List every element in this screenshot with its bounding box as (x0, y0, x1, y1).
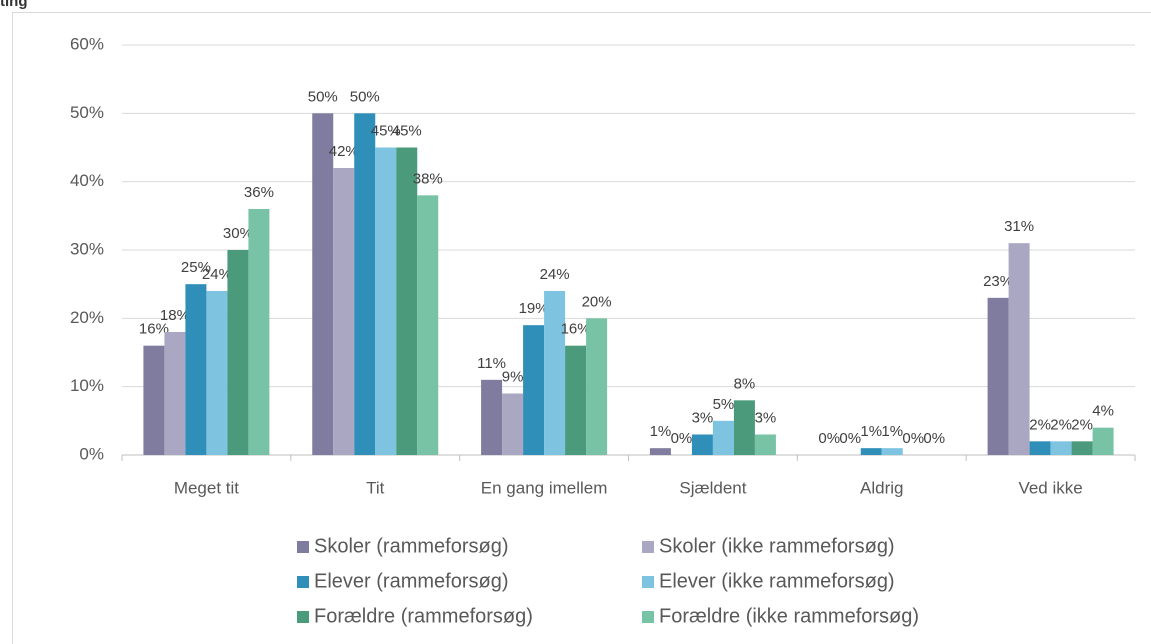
data-label: 30% (223, 225, 253, 242)
data-label: 19% (519, 300, 549, 317)
data-label: 16% (561, 321, 591, 338)
legend-swatch (642, 611, 654, 623)
data-label: 1% (650, 423, 672, 440)
bar (1071, 441, 1093, 455)
y-tick-label: 30% (70, 239, 104, 258)
bar (754, 434, 776, 455)
data-label: 31% (1004, 218, 1034, 235)
data-label: 2% (1050, 416, 1072, 433)
data-label: 45% (371, 122, 401, 139)
bar (544, 291, 566, 455)
x-tick-label: En gang imellem (481, 478, 608, 497)
data-label: 0% (839, 430, 861, 447)
bar (375, 147, 397, 455)
legend-label: Forældre (rammeforsøg) (314, 605, 533, 627)
y-tick-label: 20% (70, 308, 104, 327)
data-label: 0% (902, 430, 924, 447)
legend-swatch (642, 541, 654, 553)
legend-swatch (642, 576, 654, 588)
x-tick-label: Ved ikke (1018, 478, 1082, 497)
bar (417, 195, 439, 456)
legend-label: Elever (ikke rammeforsøg) (659, 570, 895, 592)
bar (1008, 243, 1030, 455)
bar (333, 168, 355, 455)
bar (860, 448, 882, 455)
y-tick-label: 50% (70, 103, 104, 122)
bar (206, 291, 228, 455)
bar (248, 209, 270, 455)
data-label: 18% (160, 307, 190, 324)
data-label: 24% (202, 266, 232, 283)
data-label: 50% (350, 88, 380, 105)
legend-label: Elever (rammeforsøg) (314, 570, 508, 592)
bar (312, 113, 334, 455)
bar (354, 113, 376, 455)
legend-label: Forældre (ikke rammeforsøg) (659, 605, 919, 627)
data-label: 50% (308, 88, 338, 105)
data-label: 2% (1029, 416, 1051, 433)
data-label: 45% (392, 122, 422, 139)
data-label: 4% (1092, 403, 1114, 420)
data-label: 36% (244, 184, 274, 201)
bar (712, 420, 734, 455)
data-label: 0% (671, 430, 693, 447)
chart-title: ting (0, 0, 28, 10)
bar (227, 250, 249, 455)
bar (523, 325, 545, 455)
data-label: 24% (540, 266, 570, 283)
data-label: 42% (329, 143, 359, 160)
legend-label: Skoler (ikke rammeforsøg) (659, 535, 895, 557)
data-label: 20% (582, 293, 612, 310)
data-label: 9% (502, 368, 524, 385)
bar (1092, 427, 1114, 455)
x-tick-label: Aldrig (860, 478, 903, 497)
legend-swatch (297, 576, 309, 588)
data-label: 3% (755, 409, 777, 426)
data-label: 0% (923, 430, 945, 447)
bar (481, 379, 503, 455)
y-tick-label: 0% (79, 444, 104, 463)
bar (502, 393, 524, 455)
data-label: 25% (181, 259, 211, 276)
bar (649, 448, 671, 455)
x-tick-label: Tit (366, 478, 385, 497)
bar (987, 297, 1009, 455)
data-label: 3% (692, 409, 714, 426)
data-label: 1% (881, 423, 903, 440)
legend-swatch (297, 541, 309, 553)
bar (164, 332, 186, 455)
data-label: 8% (734, 375, 756, 392)
bar (565, 345, 587, 455)
bar (1050, 441, 1072, 455)
legend-swatch (297, 611, 309, 623)
bar (1029, 441, 1051, 455)
bar (691, 434, 713, 455)
y-tick-label: 40% (70, 171, 104, 190)
data-label: 0% (818, 430, 840, 447)
data-label: 16% (139, 321, 169, 338)
bar (586, 318, 608, 455)
bar (185, 284, 207, 455)
x-tick-label: Meget tit (174, 478, 239, 497)
bar (396, 147, 418, 455)
data-label: 23% (983, 273, 1013, 290)
data-label: 2% (1071, 416, 1093, 433)
data-label: 38% (413, 170, 443, 187)
data-label: 1% (860, 423, 882, 440)
x-tick-label: Sjældent (679, 478, 746, 497)
data-label: 11% (477, 355, 506, 372)
bar (733, 400, 755, 455)
y-tick-label: 60% (70, 34, 104, 53)
bar (881, 448, 903, 455)
bar (143, 345, 165, 455)
legend-label: Skoler (rammeforsøg) (314, 535, 508, 557)
y-tick-label: 10% (70, 376, 104, 395)
data-label: 5% (713, 396, 735, 413)
